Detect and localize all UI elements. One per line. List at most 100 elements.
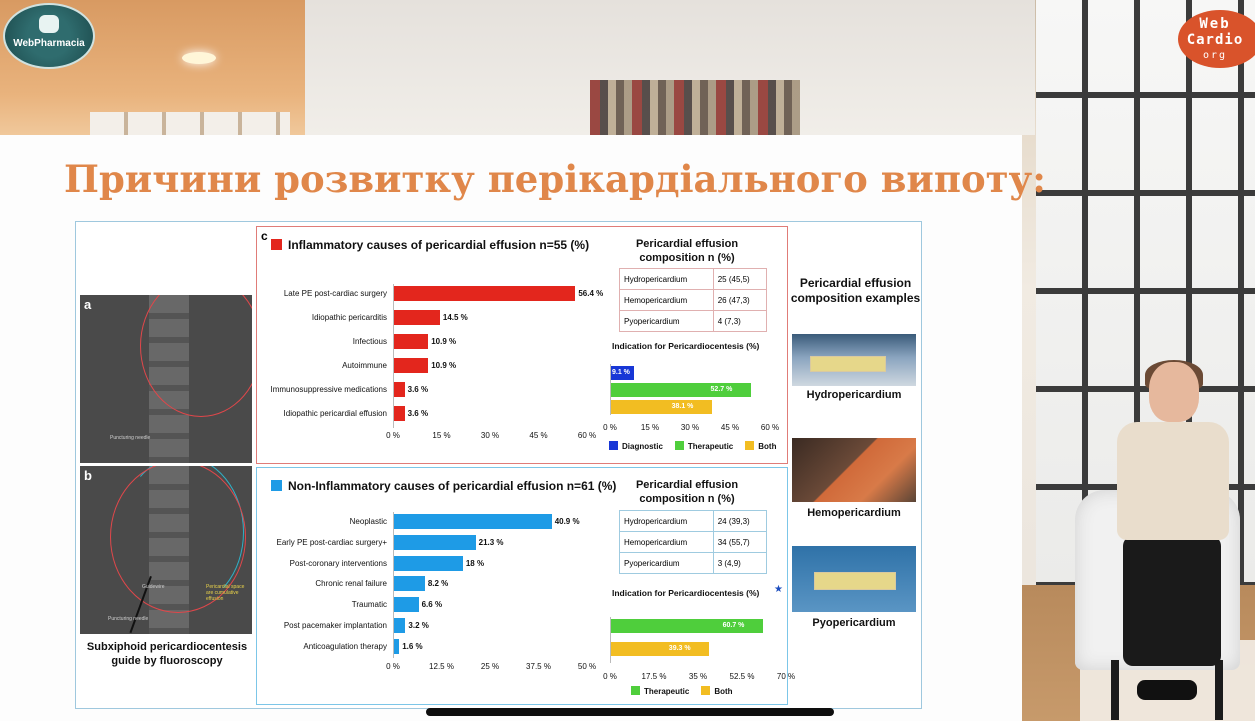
figure-panel: a Puncturing needle b Guidewire Puncturi… bbox=[75, 221, 922, 709]
composition-value-cell: 24 (39,3) bbox=[712, 510, 768, 532]
logo-right-line1: Web bbox=[1199, 16, 1231, 32]
non-inflammatory-panel: Non-Inflammatory causes of pericardial e… bbox=[256, 467, 795, 705]
legend-swatch bbox=[701, 686, 711, 695]
indication-bar-value: 38.1 % bbox=[671, 403, 694, 410]
legend-label: Therapeutic bbox=[687, 442, 734, 451]
axis-tick-label: 37.5 % bbox=[526, 662, 551, 671]
inflammatory-swatch bbox=[271, 239, 282, 250]
bar-value-label: 40.9 % bbox=[554, 517, 580, 526]
composition-value-cell: 34 (55,7) bbox=[712, 531, 768, 553]
star-icon: ★ bbox=[774, 584, 783, 595]
inflammatory-composition-title: Pericardial effusion composition n (%) bbox=[635, 238, 739, 264]
axis-tick-label: 0 % bbox=[386, 431, 400, 440]
webcardio-logo: Web Cardio org bbox=[1178, 10, 1255, 68]
bar-value-label: 10.9 % bbox=[431, 337, 457, 346]
legend-item: Diagnostic bbox=[609, 441, 663, 451]
bar bbox=[393, 406, 405, 421]
axis-tick-label: 12.5 % bbox=[429, 662, 454, 671]
bar-category-label: Late PE post-cardiac surgery bbox=[283, 289, 387, 298]
bar-value-label: 21.3 % bbox=[478, 537, 504, 547]
annotation-needle-b: Puncturing needle bbox=[108, 616, 149, 622]
legend-item: Therapeutic bbox=[674, 441, 734, 451]
axis-tick-label: 45 % bbox=[720, 423, 740, 432]
axis-tick-label: 70 % bbox=[776, 672, 796, 681]
bar-category-label: Idiopathic pericardial effusion bbox=[283, 409, 387, 418]
logo-left-text: WebPharmacia bbox=[13, 38, 85, 49]
axis-tick-label: 45 % bbox=[529, 431, 548, 440]
legend-label: Both bbox=[758, 442, 777, 451]
legend-label: Therapeutic bbox=[644, 687, 690, 696]
webpharmacia-logo: WebPharmacia bbox=[3, 3, 95, 69]
axis-tick-label: 35 % bbox=[688, 672, 708, 681]
axis-line bbox=[393, 512, 394, 658]
indication-bar-value: 52.7 % bbox=[710, 386, 733, 393]
syringe-shape bbox=[814, 572, 896, 590]
panel-letter: c bbox=[261, 229, 268, 243]
hemopericardium-photo bbox=[792, 438, 916, 502]
logo-right-line3: org bbox=[1202, 50, 1228, 61]
video-progress-scrollbar[interactable] bbox=[426, 708, 834, 716]
indication-bar-value: 60.7 % bbox=[722, 622, 745, 629]
bar-value-label: 14.5 % bbox=[442, 313, 468, 322]
inflammatory-indication-title: Indication for Pericardiocentesis (%) bbox=[612, 341, 760, 351]
bar-value-label: 56.4 % bbox=[578, 289, 604, 298]
fluoroscopy-image-a: a Puncturing needle bbox=[80, 295, 252, 463]
bar-value-label: 3.6 % bbox=[407, 409, 429, 418]
axis-tick-label: 52.5 % bbox=[729, 672, 755, 681]
examples-title: Pericardial effusion composition example… bbox=[790, 276, 921, 305]
bar-category-label: Idiopathic pericarditis bbox=[311, 313, 387, 322]
logo-right-line2: Cardio bbox=[1186, 32, 1244, 48]
bar bbox=[393, 597, 419, 613]
inflammatory-composition-table: Hydropericardium 25 (45,5) Hemopericardium… bbox=[619, 268, 768, 332]
legend-item: Both bbox=[745, 441, 777, 451]
bar-value-label: 8.2 % bbox=[427, 579, 449, 589]
composition-row: Hydropericardium 25 (45,5) bbox=[619, 268, 768, 290]
axis-tick-label: 15 % bbox=[640, 423, 660, 432]
presenter bbox=[1075, 360, 1255, 721]
annotation-needle-a: Puncturing needle bbox=[110, 435, 151, 441]
presenter-torso bbox=[1117, 422, 1229, 540]
hydropericardium-photo bbox=[792, 334, 916, 386]
bar bbox=[393, 334, 429, 349]
bookshelf bbox=[590, 80, 800, 135]
legend-swatch bbox=[609, 441, 618, 450]
bar bbox=[393, 534, 476, 550]
indication-bar bbox=[610, 383, 751, 397]
annotation-effusion: Pericardial space are cumulative effusio… bbox=[206, 584, 245, 602]
bar-value-label: 3.6 % bbox=[407, 385, 429, 394]
example-label-hemopericardium: Hemopericardium bbox=[807, 507, 901, 519]
legend-swatch bbox=[631, 686, 640, 695]
bar-value-label: 10.9 % bbox=[431, 361, 457, 370]
legend-swatch bbox=[674, 441, 684, 450]
axis-tick-label: 0 % bbox=[603, 423, 617, 432]
indication-bar-value: 39.3 % bbox=[668, 645, 691, 652]
composition-row: Hydropericardium 24 (39,3) bbox=[619, 510, 768, 532]
axis-line bbox=[393, 284, 394, 428]
bar bbox=[393, 638, 400, 654]
example-label-pyopericardium: Pyopericardium bbox=[812, 617, 896, 629]
presenter-head bbox=[1149, 362, 1199, 422]
presenter-legs bbox=[1123, 536, 1221, 666]
composition-type-cell: Pyopericardium bbox=[619, 310, 714, 332]
bar-category-label: Autoimmune bbox=[342, 361, 387, 370]
indication-bar-value: 9.1 % bbox=[612, 369, 630, 376]
indication-bar bbox=[610, 642, 709, 656]
axis-tick-label: 60 % bbox=[760, 423, 780, 432]
fluoroscopy-caption: Subxiphoid pericardiocentesis guide by f… bbox=[86, 641, 248, 667]
bar-category-label: Traumatic bbox=[351, 600, 387, 610]
axis-tick-label: 0 % bbox=[603, 672, 617, 681]
bar-category-label: Infectious bbox=[352, 337, 387, 346]
axis-tick-label: 17.5 % bbox=[641, 672, 667, 681]
bar bbox=[393, 286, 576, 301]
composition-type-cell: Hydropericardium bbox=[619, 510, 714, 532]
inflammatory-title-text: Inflammatory causes of pericardial effus… bbox=[288, 238, 590, 252]
example-label-hydropericardium: Hydropericardium bbox=[806, 389, 902, 401]
non-inflammatory-swatch bbox=[271, 480, 282, 491]
indication-bar bbox=[610, 366, 635, 380]
fluoroscopy-image-b: b Guidewire Puncturing needle Pericardia… bbox=[80, 466, 252, 634]
inflammatory-chart-title: Inflammatory causes of pericardial effus… bbox=[271, 238, 589, 252]
axis-tick-label: 50 % bbox=[577, 662, 597, 671]
bar bbox=[393, 576, 425, 592]
presenter-shoes bbox=[1137, 680, 1197, 700]
bar-value-label: 1.6 % bbox=[402, 641, 423, 651]
